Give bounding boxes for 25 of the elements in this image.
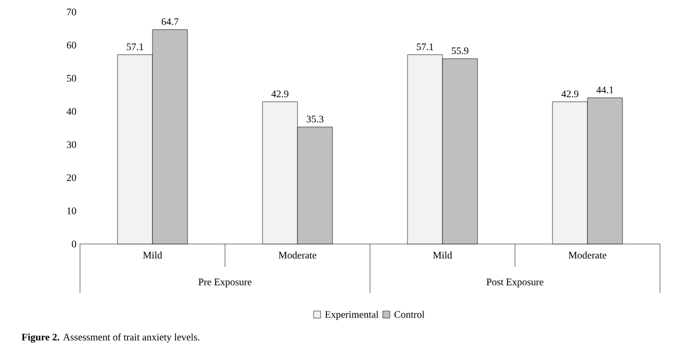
- y-tick-label: 40: [66, 108, 76, 115]
- y-tick-label: 20: [66, 174, 76, 182]
- x-tick-label: Moderate: [278, 252, 316, 259]
- y-tick-label: 30: [66, 141, 76, 148]
- data-label: 57.1: [126, 43, 144, 50]
- y-tick-label: 50: [67, 74, 76, 82]
- data-label: 44.1: [596, 86, 614, 94]
- y-tick-label: 70: [67, 8, 76, 16]
- data-label: 64.7: [162, 18, 178, 26]
- legend-label: Control: [394, 310, 424, 318]
- y-tick-label: 10: [67, 207, 76, 214]
- text: Pre Exposure: [198, 278, 252, 288]
- data-label: 35.3: [306, 116, 324, 122]
- text: Figure 2. Assessment of trait anxiety levels.: [22, 333, 200, 343]
- data-label: 42.9: [561, 90, 578, 98]
- x-tick-label: Moderate: [568, 252, 606, 259]
- data-label: 57.1: [416, 43, 434, 50]
- y-tick-label: 60: [66, 42, 76, 49]
- text: Post Exposure: [486, 278, 544, 288]
- y-tick-label: 0: [72, 240, 76, 248]
- data-label: 55.9: [452, 47, 468, 54]
- x-tick-label: Mild: [433, 252, 452, 259]
- data-label: 42.9: [271, 90, 288, 98]
- x-tick-label: Mild: [143, 252, 162, 259]
- legend-label: Experimental: [325, 310, 378, 320]
